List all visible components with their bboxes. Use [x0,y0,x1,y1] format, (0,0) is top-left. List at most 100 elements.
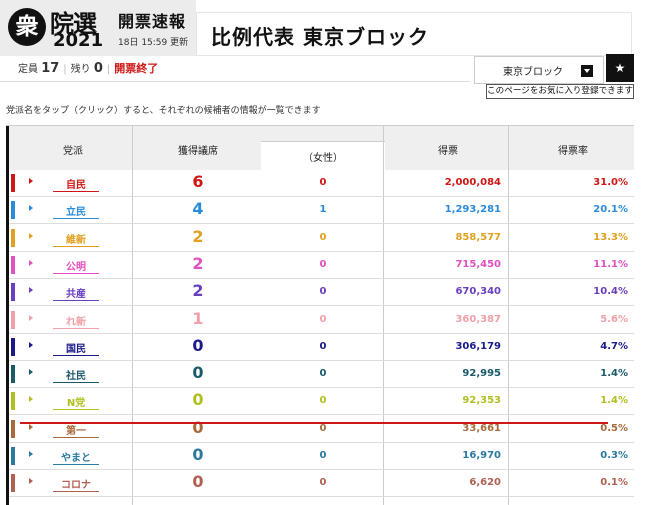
party-underline [53,491,99,493]
election-logo[interactable]: 衆 院選 2021 [0,0,106,56]
party-underline [53,464,99,465]
women-value: 0 [319,450,327,461]
block-select-dropdown[interactable]: 東京ブロック [474,56,604,84]
results-table: 党派 獲得議席 （女性） 得票 得票率 自民 6 0 2,000,084 31.0% 立民… [6,125,634,505]
seats-value: 0 [192,445,204,464]
expand-triangle-icon[interactable] [29,314,33,321]
table-row[interactable]: やまと 0 0 16,970 0.3% [9,443,634,470]
table-row[interactable]: 立民 4 1 1,293,281 20.1% [9,197,634,225]
header-votes: 得票 [438,146,458,157]
party-underline [53,218,99,220]
header-women: （女性） [303,153,343,164]
party-name[interactable]: れ新 [66,316,86,328]
expand-triangle-icon[interactable] [29,259,33,266]
party-name[interactable]: やまと [61,453,91,464]
party-name[interactable]: 社民 [66,371,86,383]
rate-value: 31.0% [593,177,628,188]
table-header: 党派 獲得議席 （女性） 得票 得票率 [9,126,634,170]
favorite-button[interactable]: ★ [606,54,634,82]
favorite-tooltip: このページをお気に入り登録できます [486,84,634,99]
live-results-title: 開票速報 [118,12,187,31]
women-value: 1 [319,204,327,216]
women-value: 0 [319,422,327,434]
women-value: 0 [319,477,327,489]
table-row[interactable]: 公明 2 0 715,450 11.1% [9,252,634,279]
women-value: 0 [319,313,327,325]
status-badge: 開票終了 [114,62,159,75]
seats-value: 2 [192,226,204,246]
expand-triangle-icon[interactable] [29,205,33,212]
party-color-mark [11,201,15,220]
table-row[interactable]: N党 0 0 92,353 1.4% [9,388,634,416]
expand-triangle-icon[interactable] [29,451,33,457]
table-row[interactable]: 第一 0 0 33,661 0.5% [9,416,634,443]
block-select-value: 東京ブロック [503,67,563,78]
table-row[interactable]: れ新 1 0 360,387 5.6% [9,307,634,334]
page-title-box: 比例代表 東京ブロック [196,12,632,56]
party-underline [53,191,99,192]
seats-value: 0 [192,363,204,383]
table-row[interactable]: 共産 2 0 670,340 10.4% [9,279,634,307]
party-name[interactable]: N党 [66,398,86,410]
rate-value: 0.1% [600,477,628,489]
instruction-text: 党派名をタップ（クリック）すると、それぞれの候補者の情報が一覧できます [6,106,321,116]
page-title: 比例代表 東京ブロック [211,25,429,49]
votes-value: 858,577 [455,231,501,243]
party-name[interactable]: 維新 [66,234,86,246]
expand-triangle-icon[interactable] [29,478,33,485]
party-name[interactable]: 公明 [66,261,86,273]
rate-value: 20.1% [593,204,628,216]
party-color-mark [11,392,15,411]
seats-value: 6 [192,172,204,191]
header-party: 党派 [63,146,83,157]
party-color-mark [11,310,15,329]
table-row[interactable]: コロナ 0 0 6,620 0.1% [9,470,634,498]
party-underline [53,272,99,274]
party-name[interactable]: 第一 [66,425,86,437]
expand-triangle-icon[interactable] [29,178,33,184]
table-row[interactable]: 維新 2 0 858,577 13.3% [9,225,634,252]
seats-value: 4 [192,199,204,219]
expand-triangle-icon[interactable] [29,232,33,239]
rate-value: 1.4% [600,368,628,380]
seats-value: 2 [192,253,204,273]
expand-triangle-icon[interactable] [29,423,33,430]
rate-value: 1.4% [600,395,628,407]
header-rate: 得票率 [558,146,588,157]
logo-year: 2021 [53,30,104,51]
party-name[interactable]: コロナ [61,480,91,492]
party-color-mark [11,255,15,274]
star-icon: ★ [614,61,626,75]
party-color-mark [11,474,15,493]
party-name[interactable]: 共産 [66,289,86,301]
party-name[interactable]: 自民 [66,180,86,191]
expand-triangle-icon[interactable] [29,369,33,376]
rate-value: 0.3% [600,450,628,461]
women-value: 0 [319,368,327,380]
votes-value: 33,661 [462,422,501,434]
expand-triangle-icon[interactable] [29,341,33,348]
logo-mark: 衆 [8,8,46,46]
party-color-mark [11,228,15,247]
party-name[interactable]: 国民 [66,343,86,355]
party-color-mark [11,337,15,356]
expand-triangle-icon[interactable] [29,287,33,294]
remaining-label: 残り [70,64,91,75]
votes-value: 670,340 [455,286,501,298]
party-underline [53,409,99,411]
column-divider [132,126,133,505]
table-row[interactable]: 国民 0 0 306,179 4.7% [9,334,634,361]
rate-value: 0.5% [600,422,628,434]
rate-value: 11.1% [593,258,628,270]
women-value: 0 [319,286,327,298]
party-underline [53,245,99,247]
live-results-box: 開票速報 18日 15:59 更新 [106,0,196,56]
party-name[interactable]: 立民 [66,207,86,219]
table-row[interactable]: 自民 6 0 2,000,084 31.0% [9,170,634,197]
party-underline [53,354,99,356]
table-row[interactable]: 社民 0 0 92,995 1.4% [9,361,634,389]
party-underline [53,436,99,438]
expand-triangle-icon[interactable] [29,396,33,403]
women-value: 0 [319,258,327,270]
header: 衆 院選 2021 開票速報 18日 15:59 更新 比例代表 東京ブロック … [0,0,650,99]
